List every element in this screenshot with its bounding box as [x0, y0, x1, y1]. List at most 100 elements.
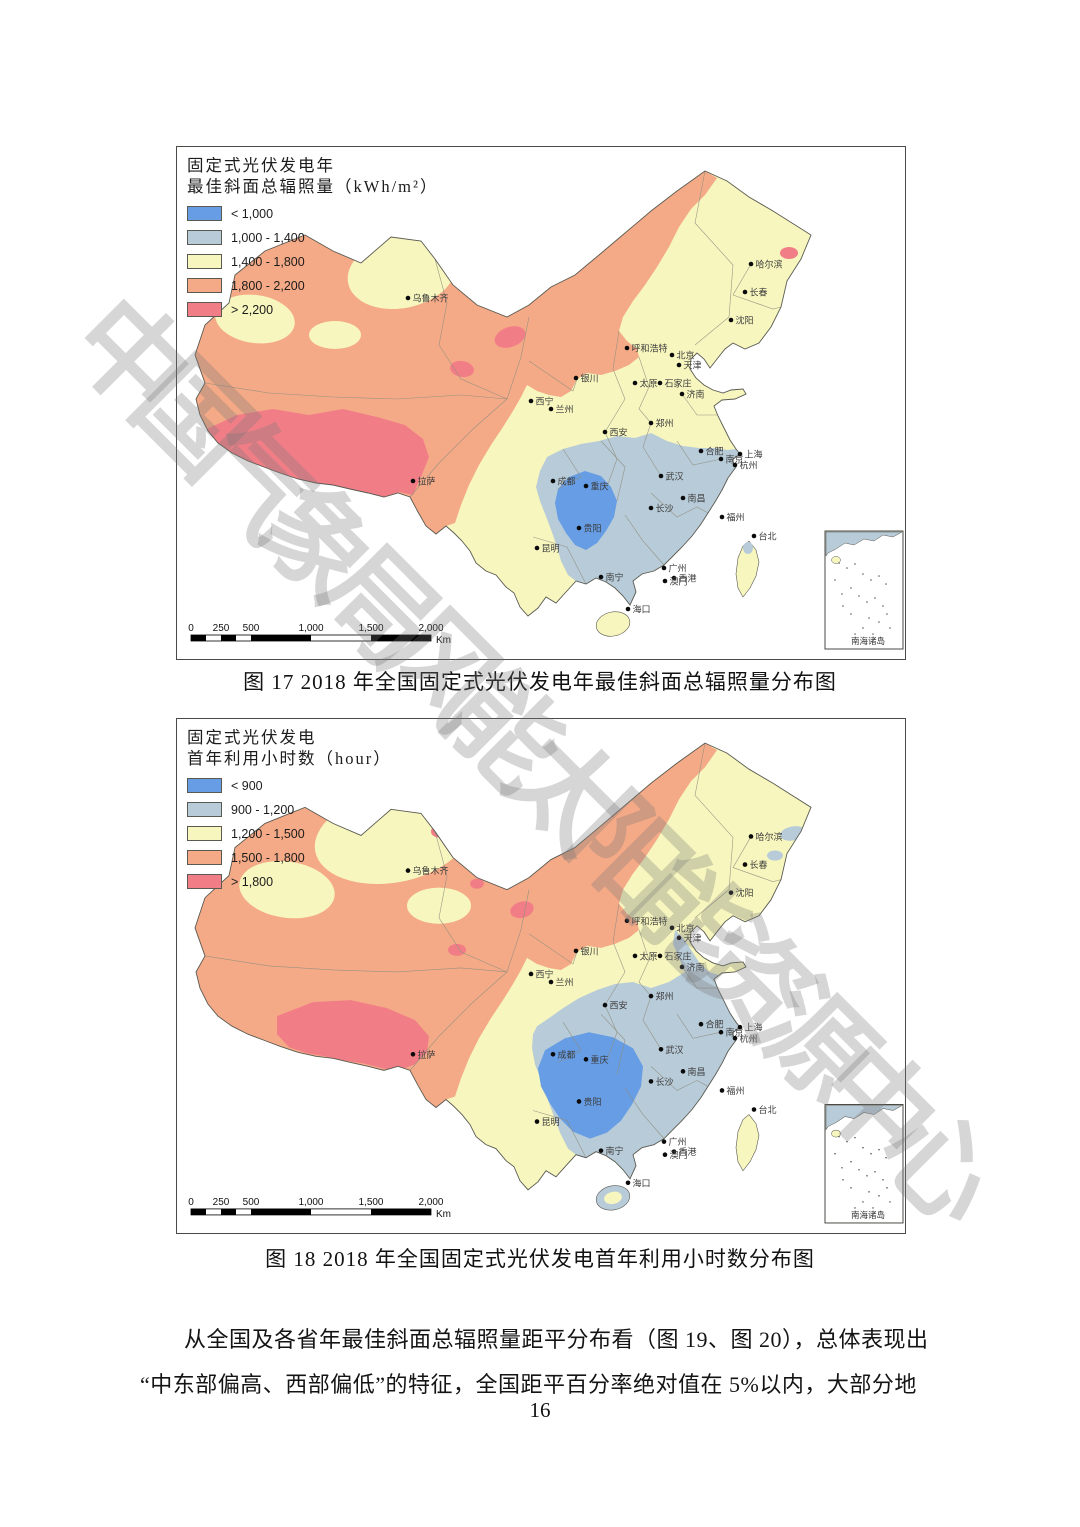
scale-tick: 250 [213, 1197, 230, 1208]
province-border [600, 440, 626, 502]
city-dot [748, 261, 754, 267]
province-border [600, 1013, 626, 1075]
scale-unit: Km [436, 1209, 451, 1220]
city-dot [742, 289, 748, 295]
city-dot [671, 575, 677, 581]
city-dot [657, 380, 663, 386]
inset-island-dot [880, 637, 882, 639]
legend-swatch [187, 778, 222, 793]
city-dot [550, 478, 556, 484]
city-dot [648, 1079, 654, 1084]
inset-island-dot [858, 595, 860, 597]
city-label: 乌鲁木齐 [413, 293, 449, 304]
inset-island-dot [846, 567, 848, 569]
map-region-red [494, 326, 526, 348]
legend-swatch [187, 254, 222, 269]
city-dot [528, 398, 534, 404]
scale-unit: Km [436, 635, 451, 646]
scale-tick: 1,000 [299, 1197, 324, 1208]
province-border [676, 440, 722, 466]
city-dot [679, 391, 685, 397]
hainan-island [595, 611, 631, 637]
city-label: 南昌 [688, 493, 706, 504]
scale-tick: 2,000 [418, 623, 443, 634]
legend-item: 1,400 - 1,800 [187, 254, 438, 269]
legend-item: 900 - 1,200 [187, 802, 392, 817]
city-label: 拉萨 [418, 476, 436, 487]
inset-island-dot [842, 1178, 844, 1181]
inset-island-dot [889, 627, 891, 629]
city-label: 贵阳 [584, 1096, 602, 1107]
province-border [604, 330, 626, 488]
south-china-sea-inset: 南海诸岛 [824, 1103, 904, 1224]
province-border [204, 382, 508, 400]
city-dot [737, 1024, 743, 1030]
map-region-pale_yellow [407, 887, 471, 924]
city-label: 西宁 [536, 396, 554, 407]
city-dot [728, 890, 734, 895]
inset-island-dot [885, 583, 887, 585]
inset-island-dot [882, 1178, 884, 1181]
inset-mainland [825, 1105, 903, 1131]
city-label: 杭州 [740, 460, 758, 471]
page-number: 16 [529, 1398, 551, 1422]
inset-island-dot [886, 1187, 888, 1189]
south-china-sea-inset: 南海诸岛 [824, 530, 904, 650]
scale-tick: 1,500 [358, 623, 383, 634]
city-dot [624, 345, 630, 351]
city-label: 哈尔滨 [756, 831, 783, 842]
city-label: 昆明 [542, 544, 560, 554]
city-dot [676, 935, 682, 941]
scale-tick: 500 [243, 623, 260, 634]
city-dot [718, 1029, 724, 1035]
city-label: 西宁 [536, 968, 554, 979]
legend-label: 900 - 1,200 [231, 802, 295, 817]
figure17-caption: 图 17 2018 年全国固定式光伏发电年最佳斜面总辐照量分布图 [243, 670, 837, 694]
city-dot [737, 451, 743, 457]
province-border [676, 1013, 722, 1039]
inset-island-dot [850, 1160, 852, 1163]
legend-label: > 1,800 [231, 874, 274, 889]
city-label: 哈尔滨 [756, 259, 783, 270]
city-dot [598, 1148, 604, 1153]
map-region-red [207, 409, 429, 497]
inset-island-dot [874, 597, 876, 599]
province-border [732, 836, 782, 882]
inset-island-dot [858, 1168, 860, 1171]
city-label: 台北 [759, 1104, 777, 1115]
city-label: 南京 [726, 454, 744, 465]
city-dot [625, 606, 631, 612]
city-dot [534, 545, 540, 551]
province-border [528, 360, 578, 392]
legend-swatch [187, 826, 222, 841]
map-region-blue [555, 471, 617, 550]
city-label: 台北 [759, 531, 777, 542]
province-border [624, 1088, 665, 1139]
city-dot [602, 1002, 608, 1008]
inset-island-dot [872, 633, 874, 635]
scale-tick: 0 [188, 1197, 194, 1208]
legend-swatch [187, 302, 222, 317]
inset-island-dot [878, 621, 880, 623]
province-border [204, 955, 508, 973]
inset-island-dot [882, 605, 884, 607]
scale-tick: 500 [243, 1197, 260, 1208]
scale-tick: 0 [188, 623, 194, 634]
inset-island-dot [868, 617, 870, 619]
inset-label: 南海诸岛 [851, 1210, 885, 1220]
city-dot [661, 565, 667, 571]
city-dot [662, 578, 668, 584]
province-border [506, 316, 530, 400]
inset-island-dot [886, 613, 888, 615]
city-dot [528, 971, 534, 977]
city-label: 广州 [669, 1136, 687, 1147]
taiwan-island [735, 540, 760, 598]
china-outline [194, 742, 812, 1191]
scale-tick: 1,500 [359, 1197, 384, 1208]
city-dot [748, 834, 754, 839]
city-label: 海口 [633, 604, 651, 615]
legend-label: 1,200 - 1,500 [231, 826, 305, 841]
city-dot [573, 948, 579, 954]
city-label: 长沙 [656, 503, 674, 514]
city-label: 澳门 [670, 576, 688, 587]
